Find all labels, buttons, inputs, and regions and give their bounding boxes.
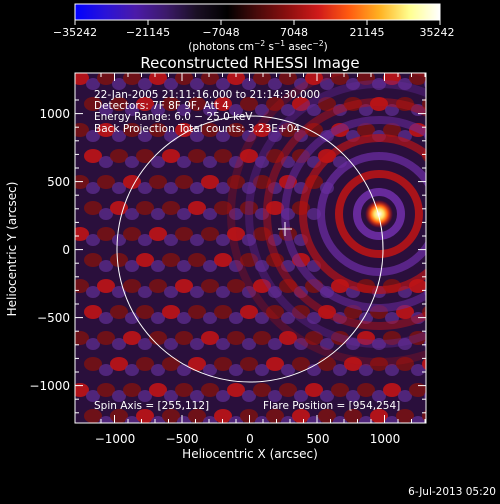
y-axis-label: Heliocentric Y (arcsec) [5, 182, 19, 317]
footer-date: 6-Jul-2013 05:20 [408, 486, 496, 498]
flare-position-label: Flare Position = [954,254] [263, 400, 400, 412]
colorbar-ticks [74, 20, 441, 25]
y-tick-label: 1000 [39, 107, 70, 121]
colorbar-tick-label: −35242 [53, 26, 97, 39]
info-line: 22-Jan-2005 21:11:16.000 to 21:14:30.000 [94, 89, 320, 101]
colorbar-unit-label: (photons cm−2 s−1 asec−2) [188, 39, 327, 53]
image-area [75, 73, 426, 423]
plot-frame [74, 72, 427, 424]
spin-axis-marker [278, 222, 292, 236]
backprojection-pattern [75, 73, 426, 423]
x-tick-label: −500 [166, 432, 199, 446]
y-tick-label: −500 [37, 311, 70, 325]
x-tick-label: 0 [246, 432, 254, 446]
colorbar-tick-label: 21145 [350, 26, 385, 39]
flare-source [365, 200, 393, 228]
y-tick-label: 0 [62, 243, 70, 257]
colorbar-tick-label: 35242 [420, 26, 455, 39]
colorbar-tick-label: −7048 [202, 26, 239, 39]
colorbar-tick-label: −21145 [126, 26, 170, 39]
axis-ticks [75, 73, 426, 423]
info-line: Detectors: 7F 8F 9F, Att 4 [94, 100, 229, 112]
solar-limb-circle [116, 115, 384, 383]
info-line: Back Projection Total counts: 3.23E+04 [94, 123, 300, 135]
x-tick-label: 500 [307, 432, 330, 446]
x-axis-label: Heliocentric X (arcsec) [182, 447, 318, 461]
colorbar-tick-label: 7048 [280, 26, 308, 39]
plot-title: Reconstructed RHESSI Image [140, 54, 359, 72]
colorbar [74, 3, 441, 21]
flare-ring-pattern [227, 73, 426, 366]
x-tick-label: −1000 [95, 432, 136, 446]
y-tick-labels: 1000 500 0 −500 −1000 [29, 107, 70, 393]
x-tick-label: 1000 [370, 432, 401, 446]
colorbar-tick-labels: −35242 −21145 −7048 7048 21145 35242 [53, 26, 455, 39]
x-tick-labels: −1000 −500 0 500 1000 [95, 432, 401, 446]
info-line: Energy Range: 6.0 − 25.0 keV [94, 111, 253, 123]
info-block: 22-Jan-2005 21:11:16.000 to 21:14:30.000… [94, 89, 320, 135]
y-tick-label: −1000 [29, 379, 70, 393]
spin-axis-label: Spin Axis = [255,112] [94, 400, 209, 412]
y-tick-label: 500 [47, 175, 70, 189]
